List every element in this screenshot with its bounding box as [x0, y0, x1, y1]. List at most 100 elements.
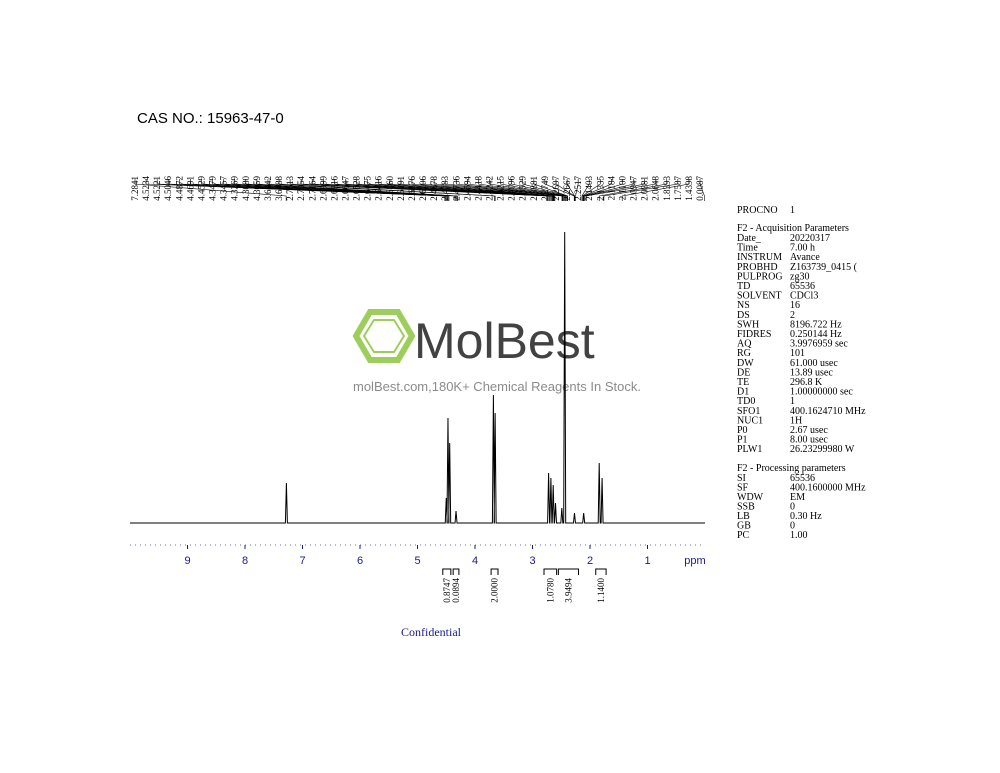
peak-label: 4.3080: [241, 175, 251, 200]
peak-connector: [566, 179, 575, 201]
peak-connector: [234, 179, 457, 201]
param-value: 1: [790, 396, 795, 407]
peak-label: 2.6360: [385, 176, 395, 201]
peak-label: 2.4096: [507, 176, 517, 201]
param-name: DS: [737, 310, 750, 321]
peak-label: 4.3479: [208, 176, 218, 201]
param-name: TD0: [737, 396, 755, 407]
peak-label: 4.5221: [152, 176, 162, 201]
param-value: 1.00: [790, 530, 808, 541]
peak-label: 1.4398: [684, 176, 694, 201]
peak-label: 2.4736: [451, 176, 461, 201]
peak-label: 2.1184: [606, 176, 616, 201]
peak-connector: [201, 179, 450, 201]
integral-bracket: [557, 568, 579, 575]
integral-bracket: [543, 568, 558, 575]
x-tick-label: 7: [299, 555, 305, 567]
peak-label: 2.6528: [352, 176, 362, 201]
peak-label: 4.3059: [252, 176, 262, 201]
peak-label: 2.6647: [340, 176, 350, 201]
peak-connector: [478, 179, 565, 201]
param-value: 8.00 usec: [790, 435, 828, 446]
param-value: 7.00 h: [790, 243, 815, 254]
param-value: EM: [790, 492, 805, 503]
param-name: PROBHD: [737, 262, 778, 273]
integral-label: 0.0894: [451, 578, 461, 603]
peak-connector: [300, 179, 549, 201]
x-tick-label: 8: [242, 555, 248, 567]
peak-label: 2.6106: [418, 176, 428, 201]
peak-connector: [621, 179, 690, 201]
peak-connector: [584, 179, 634, 201]
param-name: Time: [737, 243, 758, 254]
peak-label: 4.3269: [230, 175, 240, 200]
peak-label: 4.4529: [196, 176, 206, 201]
tagline: molBest.com,180K+ Chemical Reagents In S…: [353, 379, 641, 394]
param-name: TE: [737, 377, 749, 388]
x-tick-label: 2: [587, 555, 593, 567]
peak-label: 2.4215: [496, 176, 506, 201]
peak-label: 4.3457: [219, 176, 229, 201]
peak-label: 2.2517: [573, 176, 583, 201]
param-name: WDW: [737, 492, 764, 503]
peak-label: 2.6416: [374, 176, 384, 201]
integral-label: 1.0780: [545, 578, 555, 603]
param-name: INSTRUM: [737, 252, 782, 263]
param-name: PROCNO: [737, 205, 778, 216]
param-value: 296.8 K: [790, 377, 823, 388]
footer: Confidential: [401, 625, 462, 639]
param-value: 0: [790, 502, 795, 513]
param-value: 1.00000000 sec: [790, 387, 853, 398]
integral-bracket: [490, 568, 499, 575]
spectrum-trace: [130, 231, 705, 524]
param-name: AQ: [737, 339, 752, 350]
peak-label: 2.4418: [473, 176, 483, 201]
peak-connector: [400, 179, 555, 201]
param-value: Avance: [790, 252, 820, 263]
peak-connector: [134, 179, 287, 201]
integral-bracket: [442, 568, 452, 575]
peak-connector: [581, 179, 590, 201]
param-name: Date_: [737, 233, 762, 244]
peak-connector: [511, 179, 567, 201]
peak-label: 2.4878: [429, 176, 439, 201]
param-name: PC: [737, 530, 750, 541]
peak-label: 4.4872: [174, 176, 184, 201]
peak-connector: [334, 179, 552, 201]
peak-connector: [323, 179, 551, 201]
peak-label: 4.5046: [163, 176, 173, 201]
param-name: DW: [737, 358, 754, 369]
param-value: 13.89 usec: [790, 367, 833, 378]
peak-connector: [699, 179, 705, 201]
peak-label: 0.0087: [695, 176, 705, 201]
param-value: 0: [790, 521, 795, 532]
peak-label: 2.2749: [540, 176, 550, 201]
cas-number: CAS NO.: 15963-47-0: [137, 110, 284, 127]
peak-connector: [433, 179, 563, 201]
param-value: 101: [790, 348, 805, 359]
param-name: SI: [737, 473, 746, 484]
peak-connector: [278, 179, 496, 201]
peak-connector: [256, 179, 458, 201]
peak-connector: [422, 179, 556, 201]
peak-connector: [345, 179, 553, 201]
peak-connector: [389, 179, 554, 201]
peak-label: 2.1335: [595, 176, 605, 201]
peak-label: 2.4594: [462, 176, 472, 201]
peak-label: 2.1403: [584, 176, 594, 201]
section-title: F2 - Processing parameters: [737, 463, 846, 474]
peak-label: 2.0881: [640, 176, 650, 201]
param-value: 2: [790, 310, 795, 321]
peak-label: 2.6291: [396, 176, 406, 201]
param-value: CDCl3: [790, 291, 818, 302]
peak-connector: [223, 179, 456, 201]
x-tick-label: 3: [529, 555, 535, 567]
peak-connector: [356, 179, 553, 201]
integral-label: 0.8747: [442, 578, 452, 603]
peak-label: 2.4242: [485, 176, 495, 201]
param-name: PLW1: [737, 444, 762, 455]
peak-label: 2.7513: [285, 176, 295, 201]
x-tick-label: 5: [414, 555, 420, 567]
param-name: SFO1: [737, 406, 760, 417]
